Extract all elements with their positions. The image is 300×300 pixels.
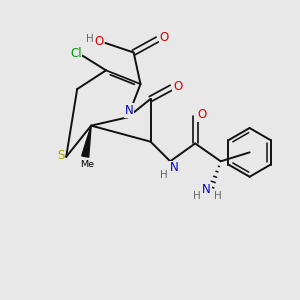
Text: O: O xyxy=(173,80,183,93)
Text: O: O xyxy=(94,35,104,48)
Text: N: N xyxy=(202,183,211,196)
Text: H: H xyxy=(86,34,94,44)
Polygon shape xyxy=(82,126,91,157)
Text: O: O xyxy=(197,108,206,121)
Text: O: O xyxy=(159,32,169,44)
Text: H: H xyxy=(193,191,201,201)
Text: N: N xyxy=(169,161,178,174)
Text: S: S xyxy=(57,149,64,162)
Text: N: N xyxy=(125,104,134,117)
Text: H: H xyxy=(214,191,222,201)
Text: Me: Me xyxy=(80,160,94,169)
Text: Cl: Cl xyxy=(70,47,82,61)
Text: H: H xyxy=(160,170,167,180)
